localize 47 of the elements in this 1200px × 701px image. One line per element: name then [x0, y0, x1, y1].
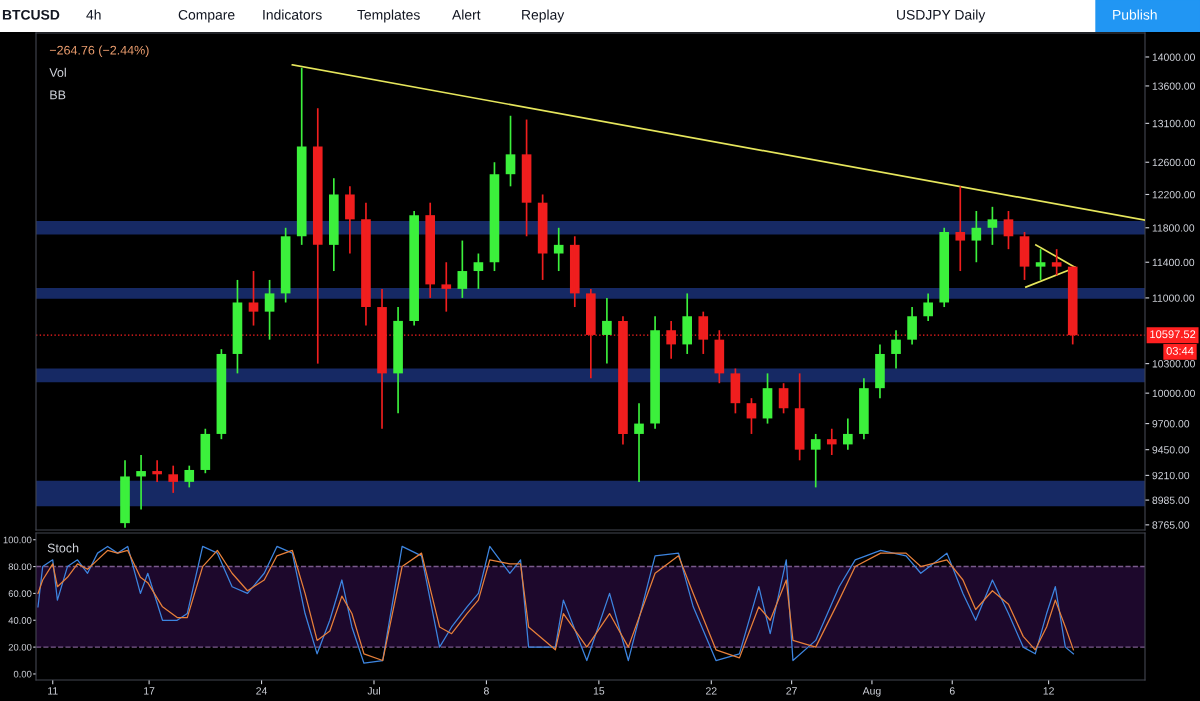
y-tick-label: 11400.00: [1152, 258, 1195, 267]
x-tick-label: 27: [786, 687, 797, 695]
annotation: Vol: [49, 67, 66, 77]
x-tick-label: 17: [144, 687, 155, 695]
y-tick-label: 13600.00: [1152, 82, 1195, 90]
y-tick-label: 8765.00: [1152, 521, 1190, 529]
x-tick-label: 22: [706, 687, 717, 695]
text: 4h: [86, 9, 101, 20]
text: BTCUSD: [2, 9, 60, 20]
y-tick-label: 60.00: [8, 590, 32, 597]
x-tick-label: 12: [1043, 687, 1054, 695]
ref-line-label: 10597.52: [1150, 330, 1196, 339]
text: Compare: [178, 9, 235, 23]
y-tick-label: 100.00: [3, 536, 32, 544]
x-tick-label: Aug: [862, 687, 881, 697]
y-tick-label: 11000.00: [1152, 294, 1195, 302]
y-tick-label: 10300.00: [1152, 360, 1195, 368]
text: Publish: [1113, 9, 1157, 20]
x-tick-label: 6: [949, 687, 955, 695]
y-tick-label: 14000.00: [1152, 53, 1195, 61]
y-tick-label: 12600.00: [1152, 158, 1195, 167]
x-tick-label: 8: [483, 687, 489, 695]
y-tick-label: 40.00: [8, 617, 32, 624]
text: Templates: [357, 9, 420, 23]
y-tick-label: 20.00: [8, 643, 32, 651]
text: Stoch: [47, 543, 79, 553]
annotation: −264.76 (−2.44%): [49, 45, 149, 58]
text: 03:44: [1166, 346, 1194, 355]
y-tick-label: 10000.00: [1152, 389, 1195, 398]
x-tick-label: Jul: [367, 686, 380, 695]
y-tick-label: 9700.00: [1152, 420, 1190, 428]
text: Alert: [452, 9, 481, 20]
y-tick-label: 80.00: [8, 563, 32, 571]
x-tick-label: 11: [48, 687, 58, 695]
x-tick-label: 15: [593, 687, 605, 695]
y-tick-label: 9450.00: [1152, 446, 1190, 454]
y-tick-label: 8985.00: [1152, 496, 1190, 504]
y-tick-label: 9210.00: [1152, 471, 1190, 480]
text: Indicators: [263, 9, 322, 20]
y-tick-label: 13100.00: [1152, 119, 1195, 128]
text: USDJPY Daily: [897, 9, 986, 23]
y-tick-label: 12200.00: [1152, 190, 1195, 199]
y-tick-label: 0.00: [13, 670, 32, 678]
x-tick-label: 24: [256, 687, 268, 695]
text: Replay: [522, 9, 565, 23]
annotation: BB: [50, 90, 66, 100]
y-tick-label: 11800.00: [1152, 224, 1195, 232]
